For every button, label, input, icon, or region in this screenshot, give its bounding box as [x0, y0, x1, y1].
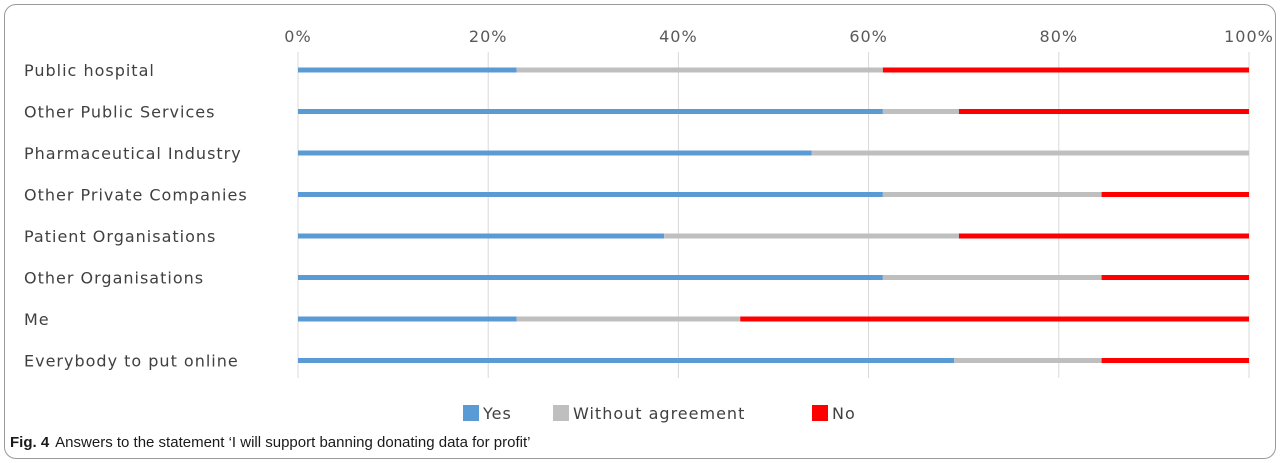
category-labels: Public hospital Other Public Services Phar… [24, 61, 248, 371]
bar-segment-no [958, 233, 1249, 239]
bar-segment-without-agreement [954, 358, 1102, 363]
category-label: Other Private Companies [24, 186, 248, 205]
bar-segment-yes [298, 192, 883, 197]
legend: Yes Without agreement No [463, 404, 856, 423]
bar-segment-yes [298, 358, 955, 363]
x-axis-tick-labels: 0% 20% 40% 60% 80% 100% [284, 27, 1274, 46]
caption-text: Answers to the statement ‘I will support… [55, 434, 531, 451]
bar-segment-without-agreement [882, 275, 1102, 280]
bar-segment-without-agreement [882, 109, 959, 114]
bar-segment-without-agreement [811, 150, 1249, 156]
x-tick-label: 20% [469, 27, 508, 46]
category-label: Patient Organisations [24, 227, 216, 246]
bar-segment-yes [298, 67, 517, 73]
bar-segment-without-agreement [516, 316, 741, 322]
x-tick-label: 40% [659, 27, 698, 46]
bar-segment-no [958, 109, 1249, 114]
category-label: Other Organisations [24, 269, 204, 288]
bar-segment-no [1101, 275, 1249, 280]
bar-segment-no [1101, 358, 1249, 363]
legend-swatch [553, 405, 569, 421]
bar-segment-without-agreement [664, 233, 959, 239]
legend-swatch [812, 405, 828, 421]
x-tick-label: 0% [284, 27, 311, 46]
x-tick-label: 60% [849, 27, 888, 46]
bar-segment-no [1101, 192, 1249, 197]
bar-segment-no [882, 67, 1249, 73]
x-tick-label: 80% [1040, 27, 1079, 46]
bar-segment-yes [298, 316, 517, 322]
bar-segment-yes [298, 109, 883, 114]
category-label: Everybody to put online [24, 352, 239, 371]
category-label: Public hospital [24, 61, 155, 80]
bar-segment-yes [298, 275, 883, 280]
bar-segment-no [740, 316, 1249, 322]
legend-label: Yes [482, 404, 512, 423]
bar-segment-without-agreement [882, 192, 1102, 197]
legend-label: No [832, 404, 856, 423]
x-tick-label: 100% [1224, 27, 1274, 46]
bars [298, 67, 1249, 363]
stacked-bar-chart: 0% 20% 40% 60% 80% 100% Public hospital Other … [24, 27, 1274, 423]
bar-segment-without-agreement [516, 67, 883, 73]
grid-lines [297, 52, 1250, 378]
bar-segment-yes [298, 233, 665, 239]
figure-number: Fig. 4 [10, 434, 50, 451]
figure-caption: Fig. 4 Answers to the statement ‘I will s… [10, 434, 530, 451]
category-label: Pharmaceutical Industry [24, 144, 242, 163]
legend-swatch [463, 405, 479, 421]
category-label: Me [24, 310, 50, 329]
figure-frame [4, 4, 1276, 459]
category-label: Other Public Services [24, 103, 215, 122]
bar-segment-yes [298, 150, 812, 156]
legend-label: Without agreement [573, 404, 745, 423]
